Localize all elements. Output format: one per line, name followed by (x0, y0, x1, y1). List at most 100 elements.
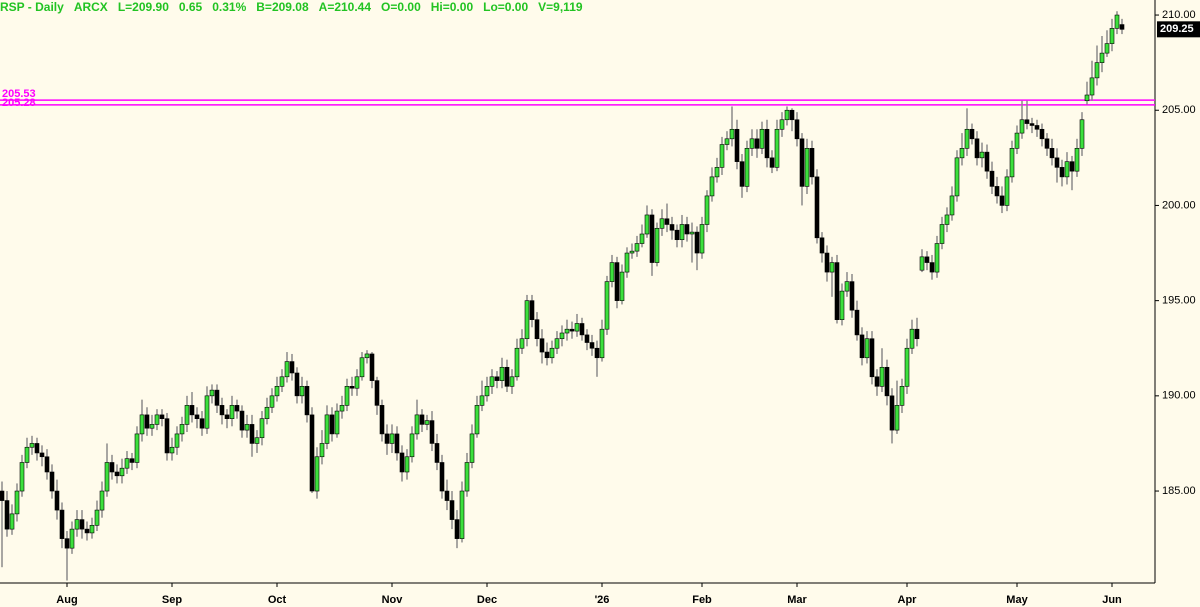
candle-body (444, 490, 450, 501)
candle-body (639, 233, 645, 244)
candle-body (219, 405, 225, 416)
candle-body (464, 462, 470, 492)
info-item: Hi=0.00 (430, 0, 474, 14)
candle-body (259, 418, 265, 439)
candle-body (209, 389, 215, 397)
candle-body (839, 290, 845, 320)
candle-body (364, 353, 370, 359)
candle-body (224, 414, 230, 419)
candle-body (149, 424, 155, 429)
candle-body (1054, 157, 1060, 168)
x-tick-label: Dec (477, 594, 497, 606)
candle-body (1084, 94, 1090, 102)
candle-body (449, 500, 455, 520)
candle-body (784, 109, 790, 121)
x-tick-label: '26 (595, 594, 610, 606)
candle-body (1119, 24, 1125, 30)
candle-body (214, 389, 220, 406)
level-label: 205.28 (2, 97, 36, 109)
candle-body (24, 446, 30, 463)
candle-body (854, 309, 860, 336)
candle-body (569, 328, 575, 332)
candle-body (384, 433, 390, 444)
candle-body (74, 519, 80, 530)
candle-body (729, 128, 735, 140)
candle-body (589, 342, 595, 349)
candle-body (164, 418, 170, 454)
candle-body (889, 395, 895, 431)
candle-body (719, 144, 725, 168)
candle-body (1114, 14, 1120, 29)
candle-body (934, 243, 940, 273)
candle-body (404, 456, 410, 473)
x-tick-label: Oct (268, 594, 287, 606)
candle-body (454, 519, 460, 539)
info-item: L=209.90 (117, 0, 169, 14)
candle-body (759, 128, 765, 149)
candle-body (859, 334, 865, 359)
candle-body (79, 519, 85, 530)
candle-body (819, 237, 825, 254)
candle-body (14, 490, 20, 515)
candle-body (724, 138, 730, 145)
candle-body (4, 500, 10, 530)
candle-body (9, 513, 15, 530)
candle-body (159, 414, 165, 419)
candle-body (314, 456, 320, 492)
candle-body (94, 509, 100, 526)
candle-body (999, 195, 1005, 206)
candle-body (1089, 77, 1095, 96)
candle-body (274, 386, 280, 397)
candle-body (339, 405, 345, 412)
candle-body (539, 338, 545, 353)
info-item: 0.31% (212, 0, 247, 14)
candle-body (409, 433, 415, 458)
x-tick-label: May (1006, 594, 1028, 606)
candle-body (294, 372, 300, 397)
candle-body (969, 128, 975, 140)
x-tick-label: Feb (692, 594, 712, 606)
candle-body (829, 262, 835, 273)
candle-body (84, 528, 90, 534)
candle-body (129, 458, 135, 463)
candle-body (899, 386, 905, 406)
candle-body (424, 420, 430, 425)
candle-body (29, 443, 35, 448)
candle-body (514, 347, 520, 378)
candle-body (679, 224, 685, 241)
info-item: V=9,119 (538, 0, 583, 14)
candle-body (994, 186, 1000, 197)
candle-body (709, 176, 715, 197)
candle-body (19, 462, 25, 492)
candle-body (179, 424, 185, 435)
candle-body (369, 353, 375, 381)
candle-body (519, 338, 525, 349)
candle-body (304, 386, 310, 416)
candle-body (864, 338, 870, 359)
candle-body (439, 462, 445, 492)
candle-body (1034, 125, 1040, 130)
candle-body (739, 161, 745, 187)
candle-body (499, 366, 505, 381)
candle-body (594, 347, 600, 359)
candle-body (869, 338, 875, 378)
candle-body (904, 347, 910, 387)
x-tick-label: Mar (787, 594, 807, 606)
candle-body (699, 224, 705, 254)
candle-body (954, 157, 960, 197)
candle-body (114, 471, 120, 477)
candle-body (599, 328, 605, 359)
candle-body (704, 195, 710, 225)
candle-body (154, 414, 160, 425)
candle-body (1064, 161, 1070, 178)
y-tick-label: 200.00 (1162, 199, 1196, 211)
info-item: 0.65 (178, 0, 203, 14)
candle-body (459, 490, 465, 539)
candle-body (389, 433, 395, 444)
candle-body (279, 376, 285, 387)
candle-body (1074, 148, 1080, 172)
candle-body (1039, 128, 1045, 140)
candle-body (289, 361, 295, 374)
info-item: O=0.00 (381, 0, 421, 14)
